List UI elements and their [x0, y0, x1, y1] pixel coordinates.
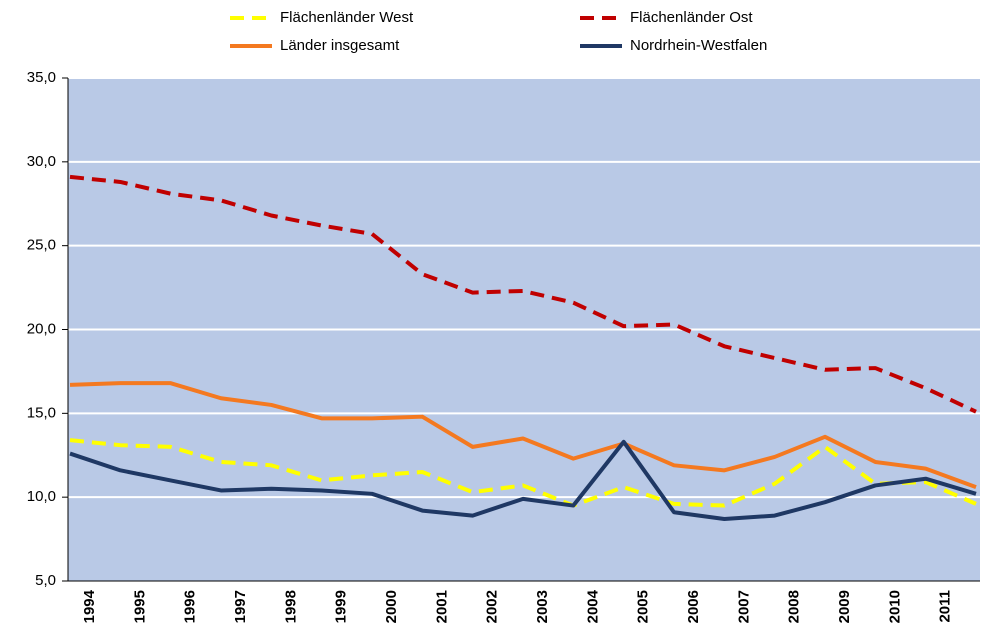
- legend-label: Flächenländer Ost: [630, 9, 753, 26]
- x-tick-label: 1996: [182, 590, 199, 623]
- legend-label: Länder insgesamt: [280, 37, 400, 54]
- legend-label: Flächenländer West: [280, 9, 414, 26]
- x-tick-label: 2009: [836, 590, 853, 623]
- y-tick-label: 35,0: [27, 69, 56, 86]
- series-line: [69, 438, 977, 508]
- legend-label: Nordrhein-Westfalen: [630, 37, 767, 54]
- y-tick-label: 5,0: [35, 572, 56, 589]
- x-tick-label: 1997: [232, 590, 249, 623]
- x-tick-label: 1998: [282, 590, 299, 623]
- y-tick-label: 15,0: [27, 404, 56, 421]
- x-tick-label: 2006: [685, 590, 702, 623]
- x-tick-label: 2005: [635, 590, 652, 623]
- series-line: [69, 439, 977, 521]
- x-tick-label: 1995: [131, 590, 148, 623]
- x-tick-label: 2001: [433, 590, 450, 623]
- x-tick-label: 2011: [937, 590, 954, 623]
- x-tick-label: 2012: [987, 590, 990, 623]
- x-tick-label: 2002: [484, 590, 501, 623]
- y-tick-label: 25,0: [27, 237, 56, 254]
- x-tick-label: 2003: [534, 590, 551, 623]
- y-tick-label: 10,0: [27, 488, 56, 505]
- x-tick-label: 2007: [735, 590, 752, 623]
- series-line: [69, 381, 977, 489]
- y-tick-label: 20,0: [27, 320, 56, 337]
- x-tick-label: 2000: [383, 590, 400, 623]
- x-tick-label: 1999: [333, 590, 350, 623]
- x-tick-label: 2010: [886, 590, 903, 623]
- x-tick-label: 2004: [584, 589, 601, 623]
- x-tick-label: 1994: [81, 589, 98, 623]
- x-tick-label: 2008: [786, 590, 803, 623]
- series-line: [69, 174, 977, 414]
- y-tick-label: 30,0: [27, 153, 56, 170]
